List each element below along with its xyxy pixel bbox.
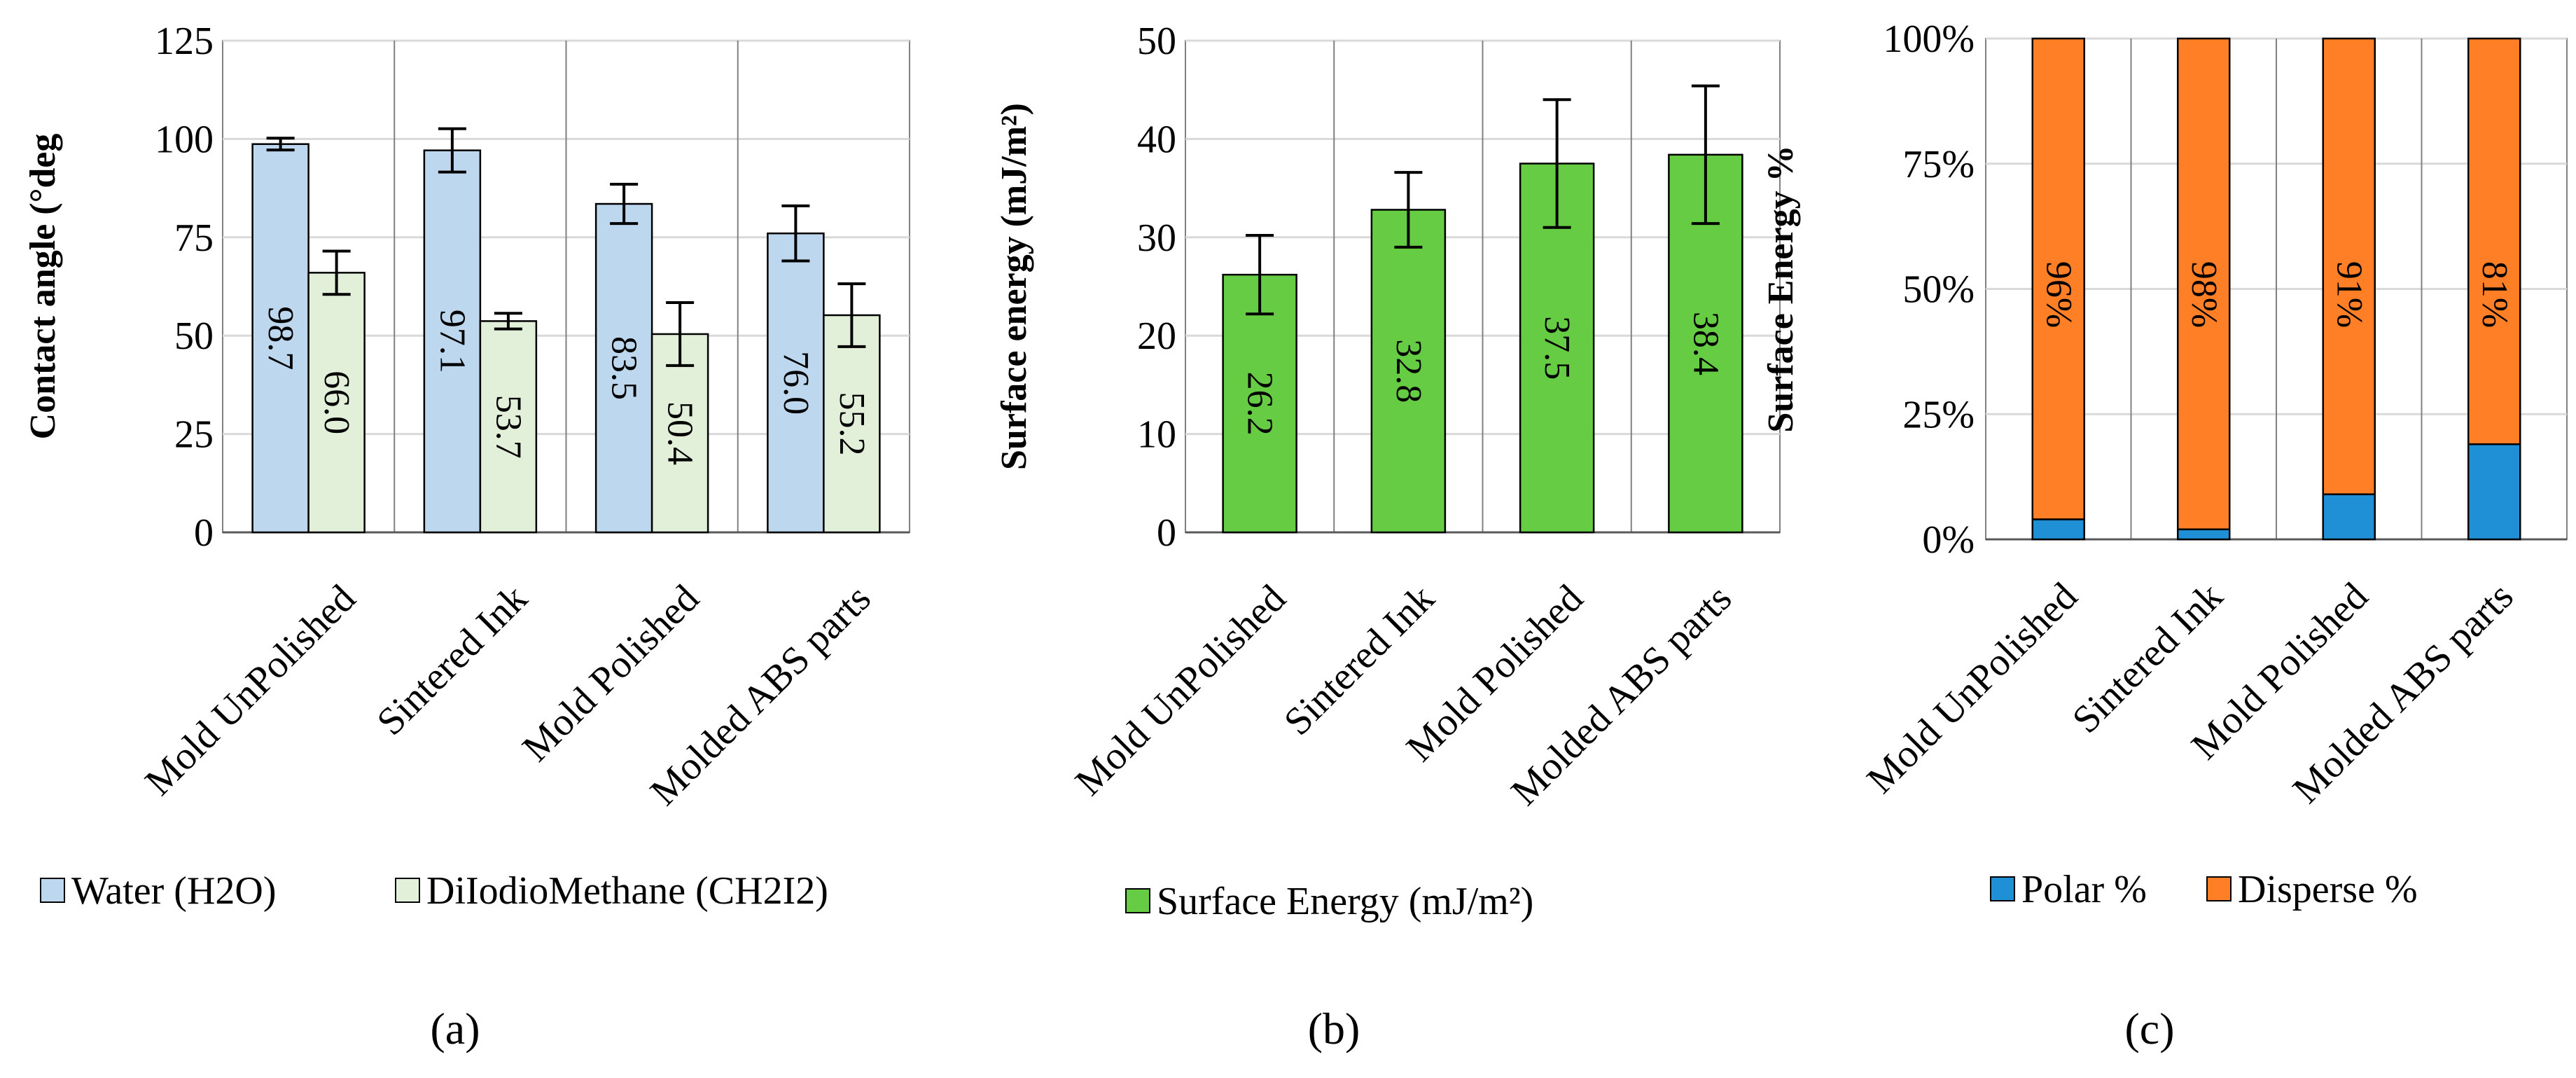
- legend-label: Disperse %: [2238, 868, 2418, 911]
- legend-label: Surface Energy (mJ/m²): [1157, 880, 1533, 923]
- bar: [2322, 37, 2376, 495]
- y-tick-label: 50: [1137, 20, 1176, 63]
- bar: [2467, 37, 2521, 445]
- bar: [423, 149, 482, 534]
- y-axis-title: Surface Energy %: [1761, 145, 1801, 432]
- y-tick-label: 50%: [1902, 268, 1975, 312]
- y-axis-title: Surface energy (mJ/m²): [994, 103, 1034, 470]
- data-label: 76.0: [776, 351, 816, 415]
- y-axis-title: Contact angle (°deg: [23, 134, 63, 440]
- legend-swatch: [395, 878, 420, 903]
- data-label: 97.1: [432, 310, 472, 373]
- y-tick-label: 75: [174, 216, 214, 260]
- data-label: 53.7: [488, 395, 528, 459]
- y-tick-label: 100%: [1883, 18, 1975, 61]
- data-label: 98.7: [260, 306, 300, 370]
- panel-caption: (a): [430, 1004, 480, 1053]
- bar: [2031, 518, 2085, 541]
- bar: [1222, 273, 1297, 534]
- data-label: 83.5: [604, 336, 644, 400]
- data-label: 26.2: [1240, 372, 1280, 436]
- y-tick-label: 0%: [1922, 518, 1975, 562]
- y-tick-label: 100: [155, 118, 214, 161]
- data-label: 91%: [2329, 261, 2369, 328]
- panel-b-surface-energy-chart: 0 10 20 30 40 50 Surface energy (mJ/m²) 26.2 32.…: [994, 20, 1781, 1053]
- bar: [2177, 37, 2231, 530]
- legend-label: DiIodioMethane (CH2I2): [426, 869, 828, 913]
- y-tick-label: 10: [1137, 413, 1176, 457]
- bar: [307, 272, 365, 534]
- bar: [2322, 493, 2376, 541]
- legend-swatch: [40, 878, 65, 903]
- category-label: Mold UnPolished: [137, 576, 363, 803]
- y-tick-label: 20: [1137, 315, 1176, 358]
- data-label: 98%: [2184, 261, 2224, 328]
- category-label: Mold UnPolished: [1859, 574, 2086, 801]
- data-label: 66.0: [316, 371, 356, 434]
- panel-caption: (c): [2124, 1004, 2174, 1053]
- bar: [767, 232, 825, 534]
- data-label: 37.5: [1537, 316, 1577, 380]
- data-label: 96%: [2038, 261, 2078, 328]
- data-label: 81%: [2474, 261, 2514, 328]
- y-tick-label: 25%: [1902, 393, 1975, 436]
- y-tick-label: 30: [1137, 216, 1176, 260]
- data-label: 55.2: [832, 392, 872, 455]
- legend-label: Polar %: [2021, 868, 2147, 911]
- bar: [479, 320, 538, 534]
- data-label: 50.4: [660, 401, 700, 465]
- category-label: Sintered Ink: [1276, 576, 1442, 743]
- bar: [1370, 209, 1447, 534]
- category-label: Mold UnPolished: [1067, 576, 1294, 803]
- bar: [2031, 37, 2085, 520]
- y-tick-label: 0: [194, 511, 214, 555]
- y-tick-label: 50: [174, 315, 214, 358]
- category-label: Sintered Ink: [369, 576, 536, 743]
- y-tick-label: 75%: [1902, 143, 1975, 186]
- y-tick-label: 0: [1157, 511, 1176, 555]
- y-tick-label: 125: [155, 20, 214, 63]
- bar: [2177, 528, 2231, 541]
- data-label: 32.8: [1388, 339, 1428, 403]
- data-label: 38.4: [1685, 312, 1725, 375]
- panel-caption: (b): [1308, 1004, 1360, 1053]
- legend-swatch: [1125, 888, 1150, 913]
- bar: [2467, 443, 2521, 541]
- bar: [823, 314, 881, 534]
- panel-c-surface-energy-percent-chart: 0%25%50%75%100%Surface Energy %4%2%9%19%…: [1761, 18, 2568, 1053]
- y-tick-label: 25: [174, 413, 214, 457]
- legend-label: Water (H2O): [71, 869, 276, 913]
- panel-a-contact-angle-chart: 0 25 50 75 100 125 Contact angle (°deg 98.7 97.1…: [23, 20, 910, 1053]
- legend-swatch: [1990, 876, 2015, 901]
- bar: [251, 143, 309, 534]
- bar: [650, 333, 709, 534]
- legend-swatch: [2206, 876, 2232, 901]
- category-label: Mold Polished: [514, 576, 707, 770]
- y-tick-label: 40: [1137, 118, 1176, 161]
